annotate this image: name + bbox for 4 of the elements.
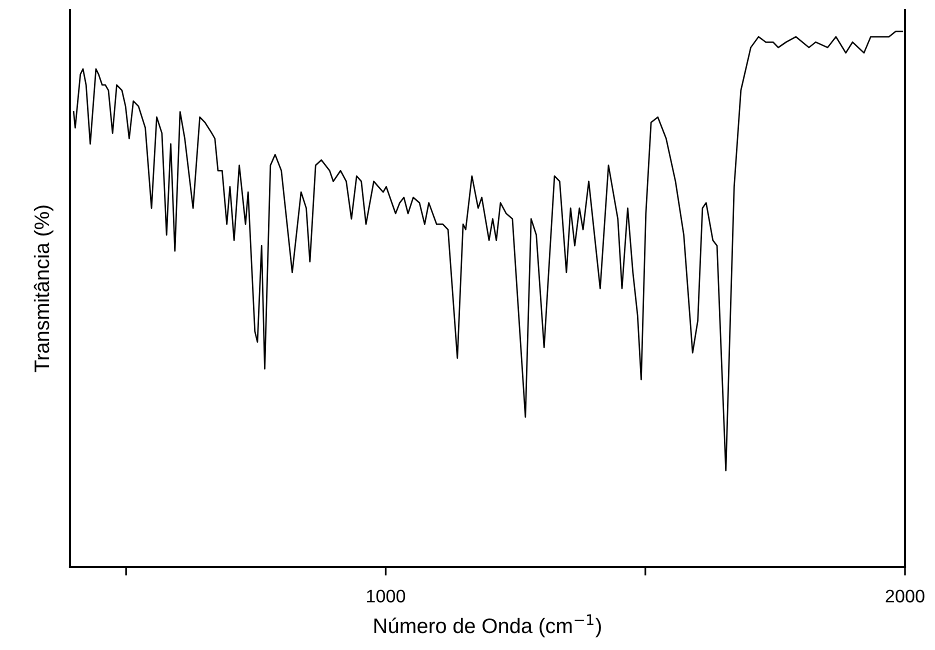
x-tick-label: 1000	[367, 590, 406, 602]
x-axis-title: Número de Onda (cm$^{−1}$)	[374, 614, 601, 638]
y-axis-title: Transmitância (%)	[34, 206, 54, 372]
x-tick-label: 2000	[886, 590, 924, 602]
